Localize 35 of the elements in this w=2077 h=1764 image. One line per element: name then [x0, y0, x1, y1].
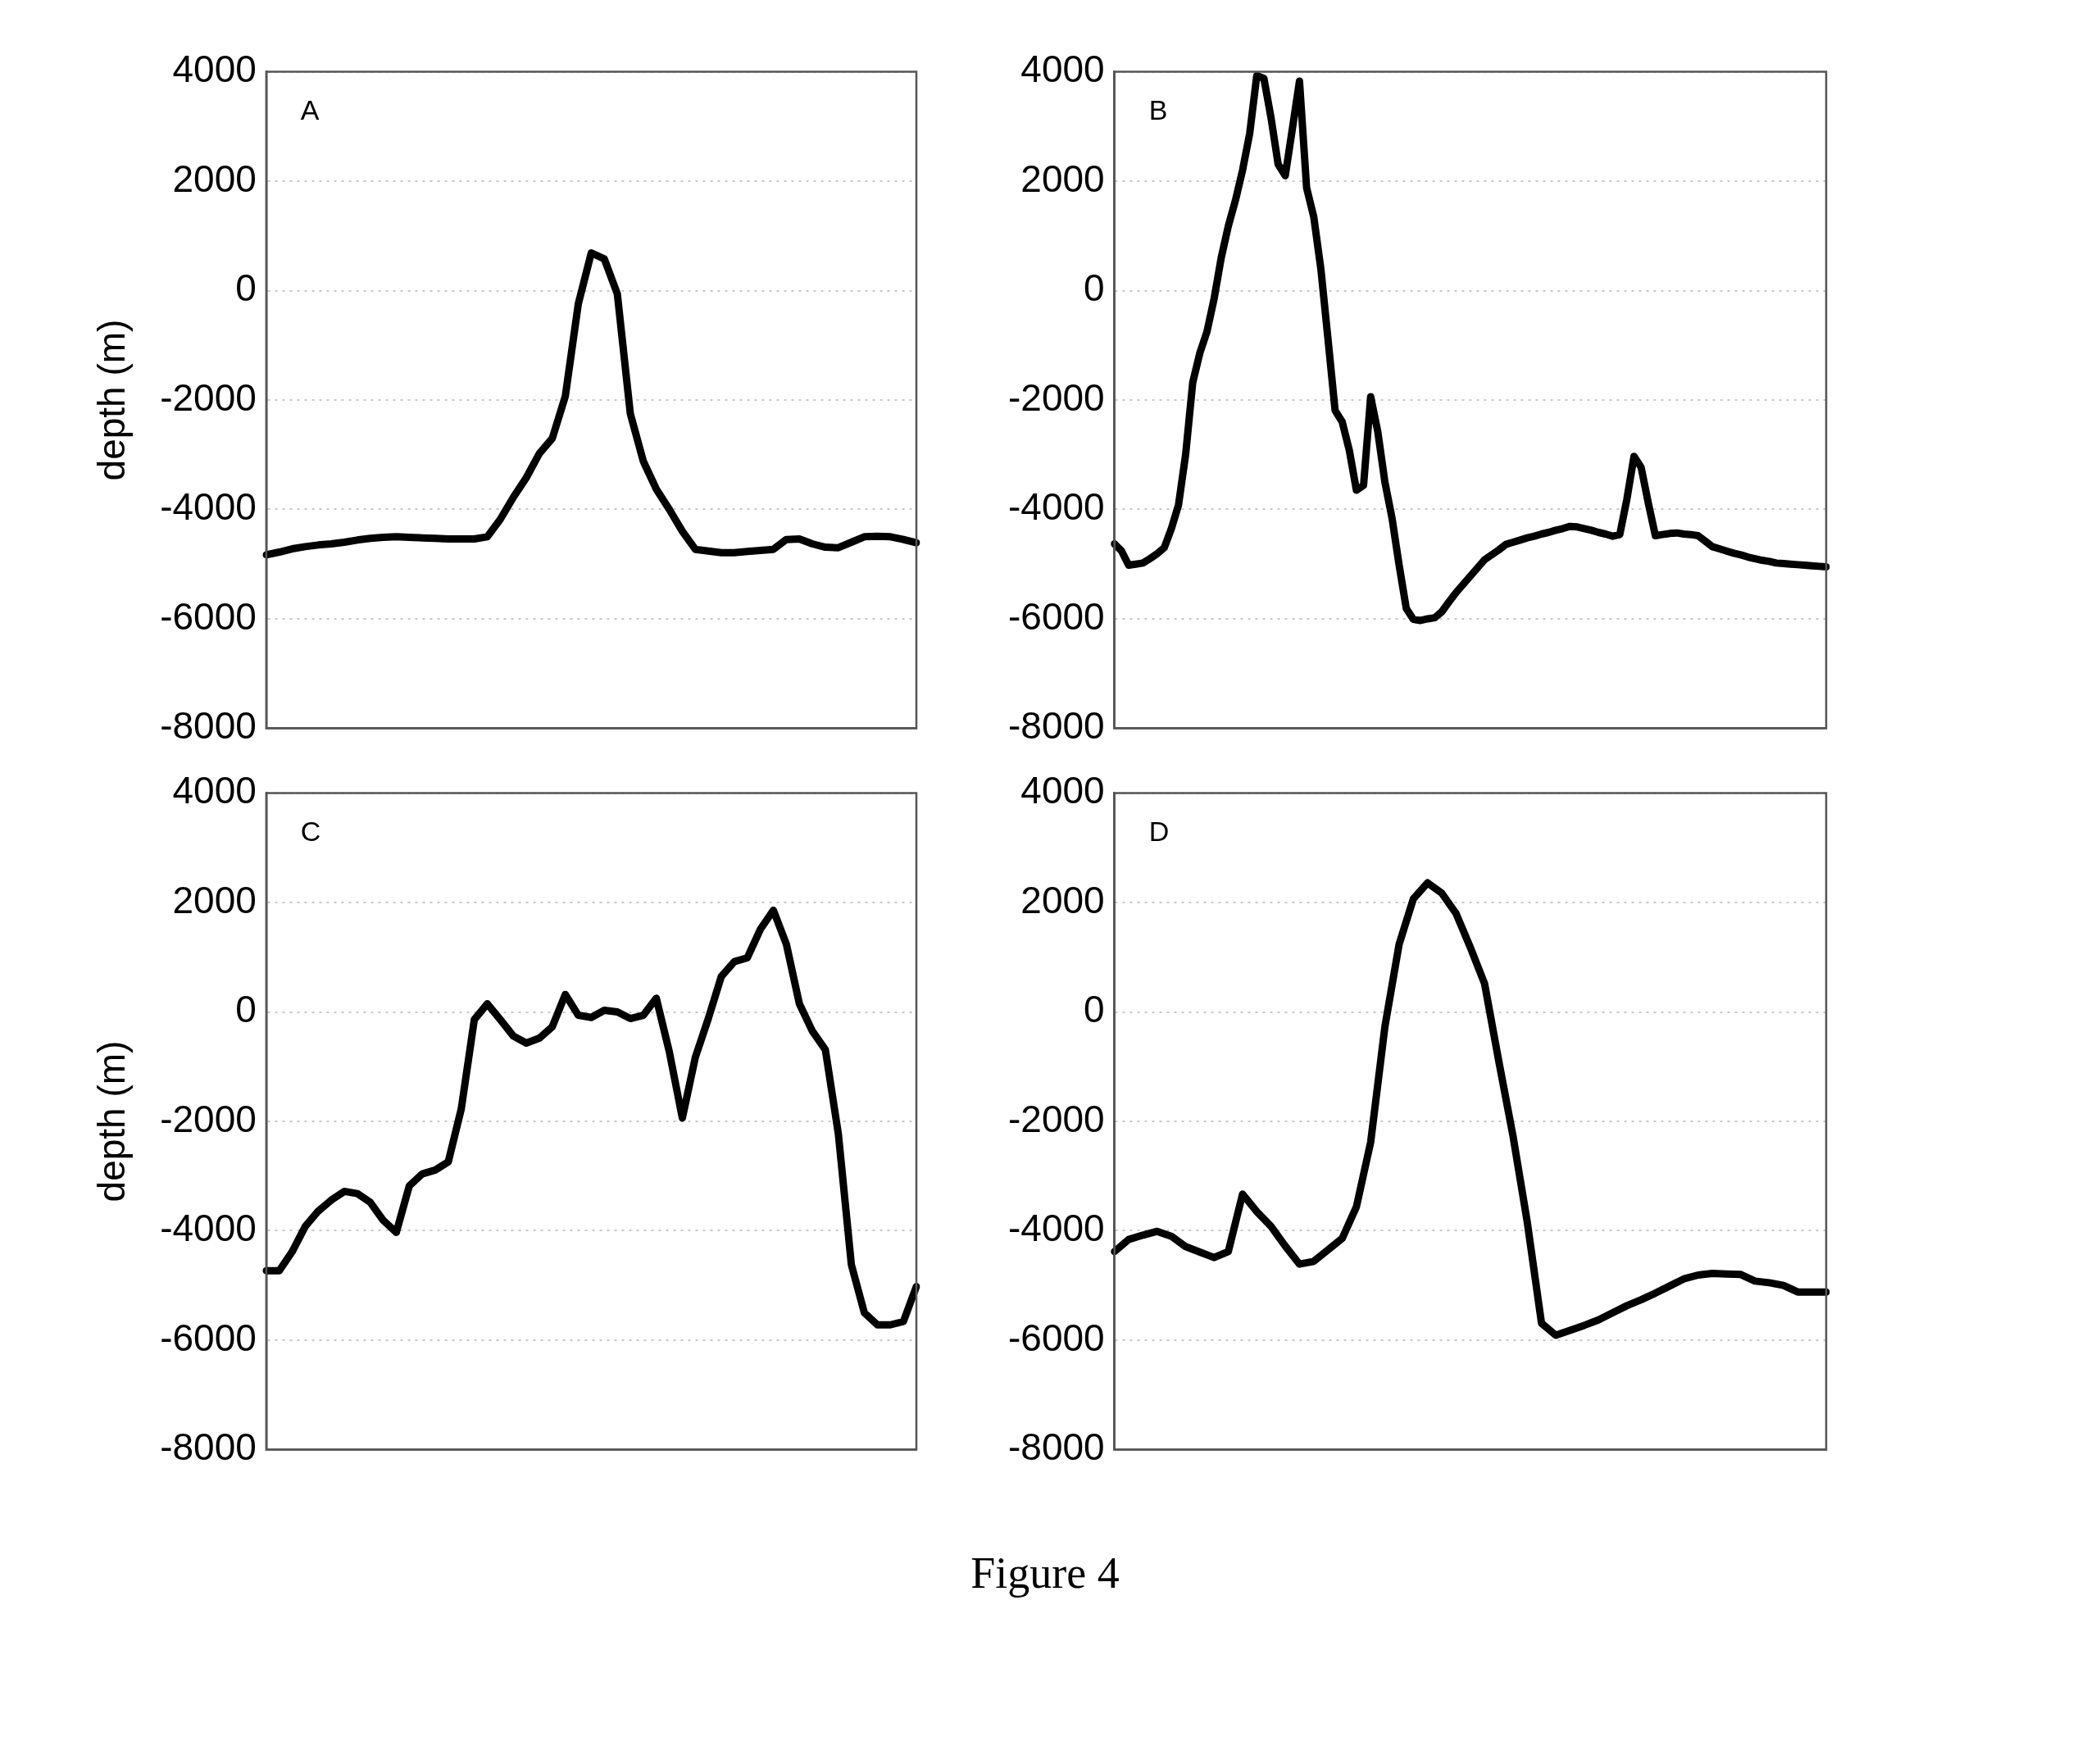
- y-tick-label: 4000: [1020, 769, 1105, 812]
- y-tick-label: -8000: [1007, 704, 1105, 748]
- y-tick-label: -6000: [1007, 594, 1105, 638]
- y-tick-label: 2000: [1020, 878, 1105, 921]
- y-tick-label: -8000: [160, 1425, 257, 1469]
- y-tick-label: -2000: [1007, 1097, 1105, 1140]
- y-tick-label: -4000: [1007, 1207, 1105, 1250]
- y-tick-label: 0: [1084, 988, 1105, 1031]
- y-tick-label: -2000: [160, 375, 257, 419]
- y-tick-label: -4000: [160, 1207, 257, 1250]
- y-tick-label: 2000: [1020, 157, 1105, 200]
- y-axis-title: depth (m): [90, 1040, 134, 1203]
- y-tick-label: -2000: [160, 1097, 257, 1140]
- y-tick-label: 2000: [172, 878, 257, 921]
- y-tick-label: -6000: [1007, 1316, 1105, 1359]
- y-tick-label: 4000: [172, 48, 257, 91]
- y-tick-label: -6000: [160, 594, 257, 638]
- y-tick-label: -4000: [1007, 485, 1105, 529]
- y-tick-label: 0: [1084, 266, 1105, 310]
- y-tick-label: 0: [235, 988, 257, 1031]
- y-tick-label: -6000: [160, 1316, 257, 1359]
- y-tick-label: 0: [235, 266, 257, 310]
- y-tick-label: 4000: [172, 769, 257, 812]
- y-tick-label: -8000: [160, 704, 257, 748]
- y-axis-title: depth (m): [90, 319, 134, 481]
- y-tick-label: -4000: [160, 485, 257, 529]
- caption: Figure 4: [970, 1548, 1120, 1598]
- text: D: [1148, 815, 1170, 847]
- text: B: [1148, 93, 1168, 125]
- y-tick-label: -8000: [1007, 1425, 1105, 1469]
- y-tick-label: 2000: [172, 157, 257, 200]
- text: C: [300, 815, 321, 847]
- y-tick-label: 4000: [1020, 48, 1105, 91]
- y-tick-label: -2000: [1007, 375, 1105, 419]
- text: A: [300, 93, 320, 125]
